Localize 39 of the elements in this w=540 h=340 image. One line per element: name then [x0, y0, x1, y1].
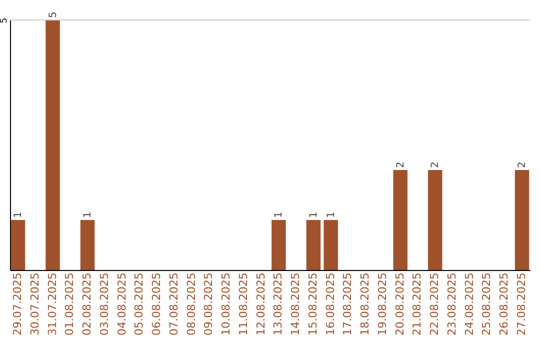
data-label: 1	[308, 212, 320, 218]
x-tick-label: 05.08.2025	[132, 272, 146, 336]
x-tick-label: 14.08.2025	[289, 272, 302, 336]
x-tick-label: 01.08.2025	[63, 272, 76, 336]
x-tick-label: 17.08.2025	[341, 272, 354, 336]
x-tick-label: 19.08.2025	[376, 272, 389, 336]
x-tick-label: 30.07.2025	[28, 272, 42, 336]
x-tick-label: 22.08.2025	[428, 272, 442, 336]
x-tick-label: 26.08.2025	[498, 272, 511, 336]
data-label: 2	[395, 162, 406, 168]
data-label: 5	[48, 12, 59, 18]
data-label: 1	[82, 212, 94, 218]
data-label: 1	[12, 212, 24, 218]
x-tick-label: 06.08.2025	[150, 272, 164, 336]
data-label: 1	[274, 212, 285, 218]
x-tick-label: 20.08.2025	[393, 272, 406, 336]
x-tick-label: 18.08.2025	[358, 272, 372, 336]
x-tick-label: 16.08.2025	[324, 272, 337, 336]
x-tick-label: 15.08.2025	[306, 272, 320, 336]
x-tick-label: 31.07.2025	[46, 272, 59, 336]
x-tick-label: 25.08.2025	[480, 272, 494, 336]
x-tick-label: 09.08.2025	[202, 272, 216, 336]
x-tick-label: 10.08.2025	[220, 272, 233, 336]
x-tick-label: 02.08.2025	[80, 272, 94, 336]
x-tick-label: 12.08.2025	[254, 272, 268, 336]
x-tick-label: 13.08.2025	[272, 272, 285, 336]
data-label: 2	[430, 162, 442, 168]
x-tick-label: 27.08.2025	[515, 272, 528, 336]
x-tick-label: 08.08.2025	[184, 272, 198, 336]
x-tick-label: 03.08.2025	[98, 272, 111, 336]
data-label: 1	[326, 212, 337, 218]
x-tick-label: 04.08.2025	[115, 272, 128, 336]
data-label: 2	[517, 162, 528, 168]
x-tick-label: 29.07.2025	[10, 272, 24, 336]
x-tick-label: 23.08.2025	[445, 272, 458, 336]
x-tick-label: 21.08.2025	[410, 272, 424, 336]
x-tick-label: 24.08.2025	[462, 272, 476, 336]
x-tick-label: 07.08.2025	[167, 272, 180, 336]
x-tick-label: 11.08.2025	[236, 272, 250, 336]
